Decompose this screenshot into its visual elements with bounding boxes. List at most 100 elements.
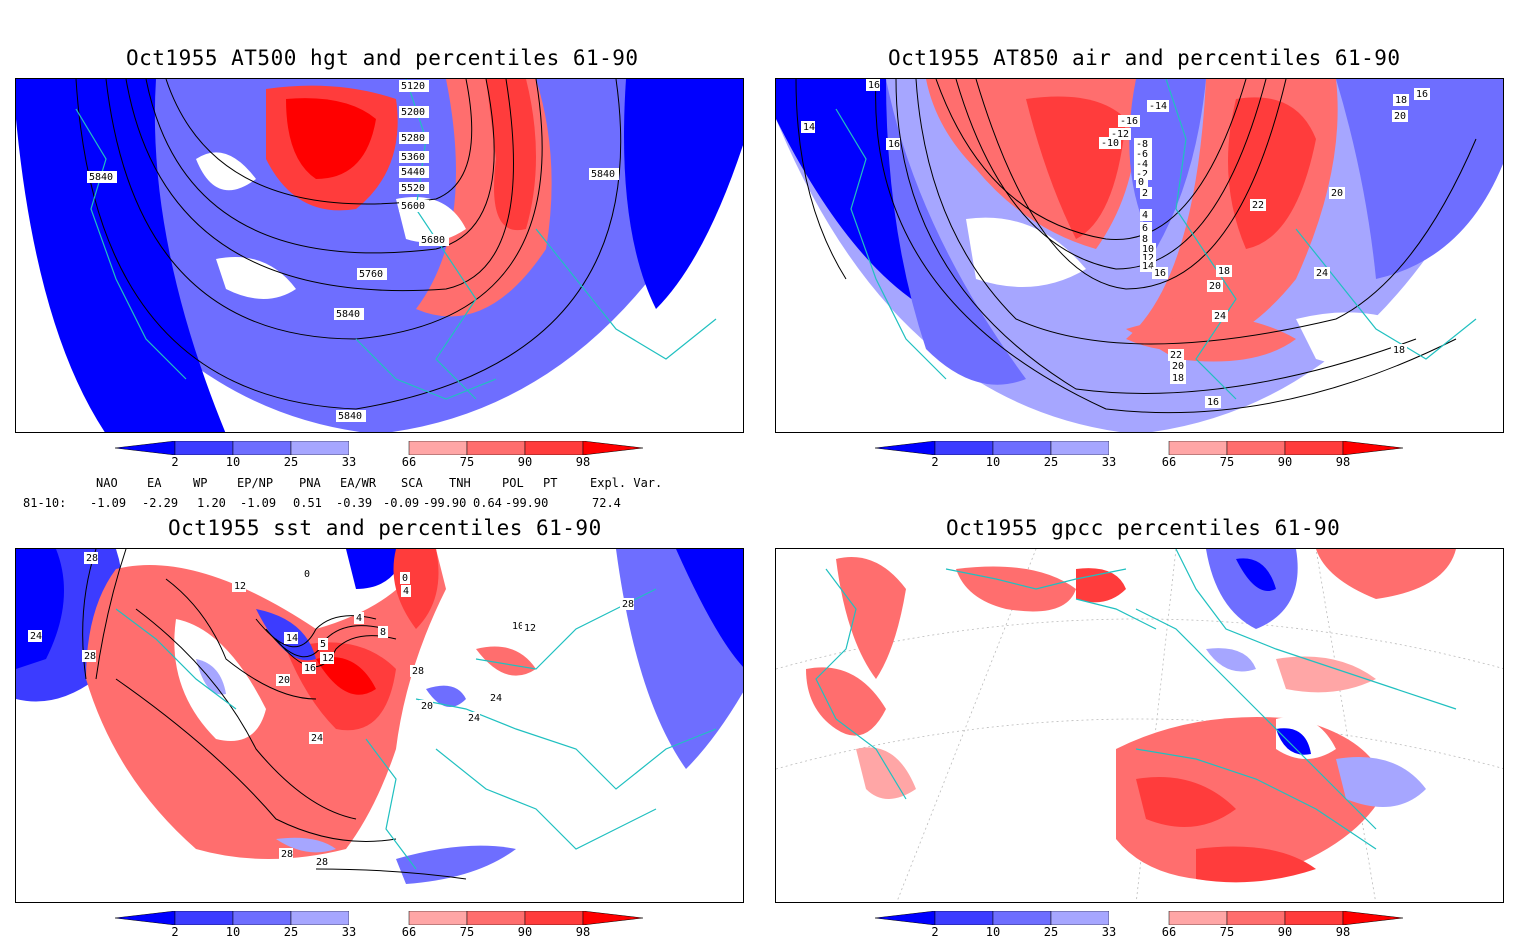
teleco-value: -0.39 bbox=[336, 496, 373, 510]
colorbar-swatches bbox=[115, 911, 644, 925]
teleconnection-table: NAO EA WP EP/NP PNA EA/WR SCA TNH POL PT… bbox=[0, 476, 700, 512]
teleco-value: -99.90 bbox=[505, 496, 549, 510]
colorbar-hgt500: 2 10 25 33 66 75 90 98 bbox=[115, 441, 645, 469]
colorbar-tick: 10 bbox=[225, 925, 241, 939]
teleco-header: PT bbox=[543, 476, 558, 490]
panel-title-gpcc: Oct1955 gpcc percentiles 61-90 bbox=[946, 516, 1341, 540]
colorbar-tick: 2 bbox=[171, 925, 179, 939]
contour-label: 18 bbox=[1393, 345, 1405, 356]
contour-label: -8 bbox=[1136, 139, 1148, 150]
teleco-value: 0.51 bbox=[293, 496, 322, 510]
teleco-header: TNH bbox=[449, 476, 471, 490]
map-panel-air850: 16 14 16 -16 -14 -12 -10 -8 -6 -4 -2 0 2… bbox=[775, 78, 1504, 433]
contour-label: 5680 bbox=[421, 235, 445, 246]
colorbar-tick: 33 bbox=[1101, 455, 1117, 469]
colorbar-tick: 75 bbox=[459, 925, 475, 939]
contour-label: 18 bbox=[1395, 95, 1407, 106]
map-air850: 16 14 16 -16 -14 -12 -10 -8 -6 -4 -2 0 2… bbox=[776, 79, 1503, 432]
contour-label: 24 bbox=[30, 631, 42, 642]
contour-label: 10 bbox=[512, 621, 524, 632]
contour-label: 14 bbox=[803, 122, 815, 133]
colorbar-tick: 66 bbox=[401, 925, 417, 939]
colorbar-tick: 2 bbox=[931, 455, 939, 469]
contour-label: 5360 bbox=[401, 152, 425, 163]
teleco-header: EA/WR bbox=[340, 476, 377, 490]
contour-label: 16 bbox=[1154, 268, 1166, 279]
colorbar-tick: 10 bbox=[985, 925, 1001, 939]
colorbar-tick: 90 bbox=[1277, 925, 1293, 939]
contour-label: 20 bbox=[278, 675, 290, 686]
contour-label: 12 bbox=[322, 653, 334, 664]
contour-label: 5840 bbox=[591, 169, 615, 180]
contour-label: 10 bbox=[1142, 244, 1154, 255]
contour-label: 20 bbox=[1394, 111, 1406, 122]
colorbar-tick: 66 bbox=[1161, 925, 1177, 939]
contour-label: 8 bbox=[380, 627, 386, 638]
contour-label: 5760 bbox=[359, 269, 383, 280]
teleco-header: POL bbox=[502, 476, 524, 490]
panel-title-air850: Oct1955 AT850 air and percentiles 61-90 bbox=[888, 46, 1401, 70]
colorbar-air850: 2 10 25 33 66 75 90 98 bbox=[875, 441, 1405, 469]
colorbar-tick: 98 bbox=[1335, 925, 1351, 939]
colorbar-tick: 66 bbox=[401, 455, 417, 469]
colorbar-tick: 75 bbox=[459, 455, 475, 469]
contour-label: 20 bbox=[1172, 361, 1184, 372]
contour-label: 16 bbox=[304, 663, 316, 674]
colorbar-tick: 25 bbox=[1043, 455, 1059, 469]
colorbar-tick: 33 bbox=[341, 925, 357, 939]
contour-label: 2 bbox=[1142, 188, 1148, 199]
contour-label: 14 bbox=[286, 633, 298, 644]
colorbar-tick: 10 bbox=[985, 455, 1001, 469]
colorbar-tick: 25 bbox=[283, 455, 299, 469]
contour-label: 12 bbox=[234, 581, 246, 592]
colorbar-tick: 98 bbox=[575, 455, 591, 469]
contour-label: 0 bbox=[1138, 177, 1144, 188]
contour-label: 5840 bbox=[336, 309, 360, 320]
colorbar-tick: 90 bbox=[517, 925, 533, 939]
colorbar-tick: 33 bbox=[1101, 925, 1117, 939]
contour-label: 5840 bbox=[338, 411, 362, 422]
contour-label: 5440 bbox=[401, 167, 425, 178]
map-panel-gpcc bbox=[775, 548, 1504, 903]
contour-label: 20 bbox=[1209, 281, 1221, 292]
colorbar-tick: 98 bbox=[1335, 455, 1351, 469]
contour-label: 0 bbox=[402, 573, 408, 584]
contour-label: 14 bbox=[1142, 261, 1154, 272]
teleco-value: 1.20 bbox=[197, 496, 226, 510]
contour-label: 24 bbox=[311, 733, 323, 744]
contour-label: 5520 bbox=[401, 183, 425, 194]
colorbar-tick: 33 bbox=[341, 455, 357, 469]
contour-label: 28 bbox=[622, 599, 634, 610]
contour-label: 8 bbox=[1142, 234, 1148, 245]
teleco-value: 72.4 bbox=[592, 496, 621, 510]
contour-label: -4 bbox=[1136, 159, 1148, 170]
teleco-value: -99.90 bbox=[423, 496, 467, 510]
teleco-header: NAO bbox=[96, 476, 118, 490]
contour-label: 5280 bbox=[401, 133, 425, 144]
contour-label: 0 bbox=[304, 569, 310, 580]
colorbar-tick: 90 bbox=[1277, 455, 1293, 469]
map-panel-sst: 28 24 28 12 0 0 4 4 8 5 14 12 16 20 24 2… bbox=[15, 548, 744, 903]
contour-label: 22 bbox=[1170, 350, 1182, 361]
contour-label: 28 bbox=[281, 849, 293, 860]
contour-label: -6 bbox=[1136, 149, 1148, 160]
teleco-header: PNA bbox=[299, 476, 321, 490]
colorbar-swatches bbox=[875, 911, 1404, 925]
contour-label: 5840 bbox=[89, 172, 113, 183]
contour-label: -16 bbox=[1120, 116, 1138, 127]
panel-title-sst: Oct1955 sst and percentiles 61-90 bbox=[168, 516, 602, 540]
contour-label: 5200 bbox=[401, 107, 425, 118]
map-hgt500: 5120 5200 5280 5360 5440 5520 5600 5680 … bbox=[16, 79, 743, 432]
contour-label: 20 bbox=[1331, 188, 1343, 199]
contour-label: 5 bbox=[320, 639, 326, 650]
contour-label: 28 bbox=[84, 651, 96, 662]
teleco-value: -1.09 bbox=[240, 496, 277, 510]
colorbar-swatches bbox=[875, 441, 1404, 455]
colorbar-tick: 66 bbox=[1161, 455, 1177, 469]
contour-label: -2 bbox=[1136, 169, 1148, 180]
contour-label: -10 bbox=[1101, 138, 1119, 149]
teleco-header: WP bbox=[193, 476, 208, 490]
contour-label: 24 bbox=[468, 713, 480, 724]
contour-label: 28 bbox=[316, 857, 328, 868]
contour-label: 24 bbox=[1214, 311, 1226, 322]
